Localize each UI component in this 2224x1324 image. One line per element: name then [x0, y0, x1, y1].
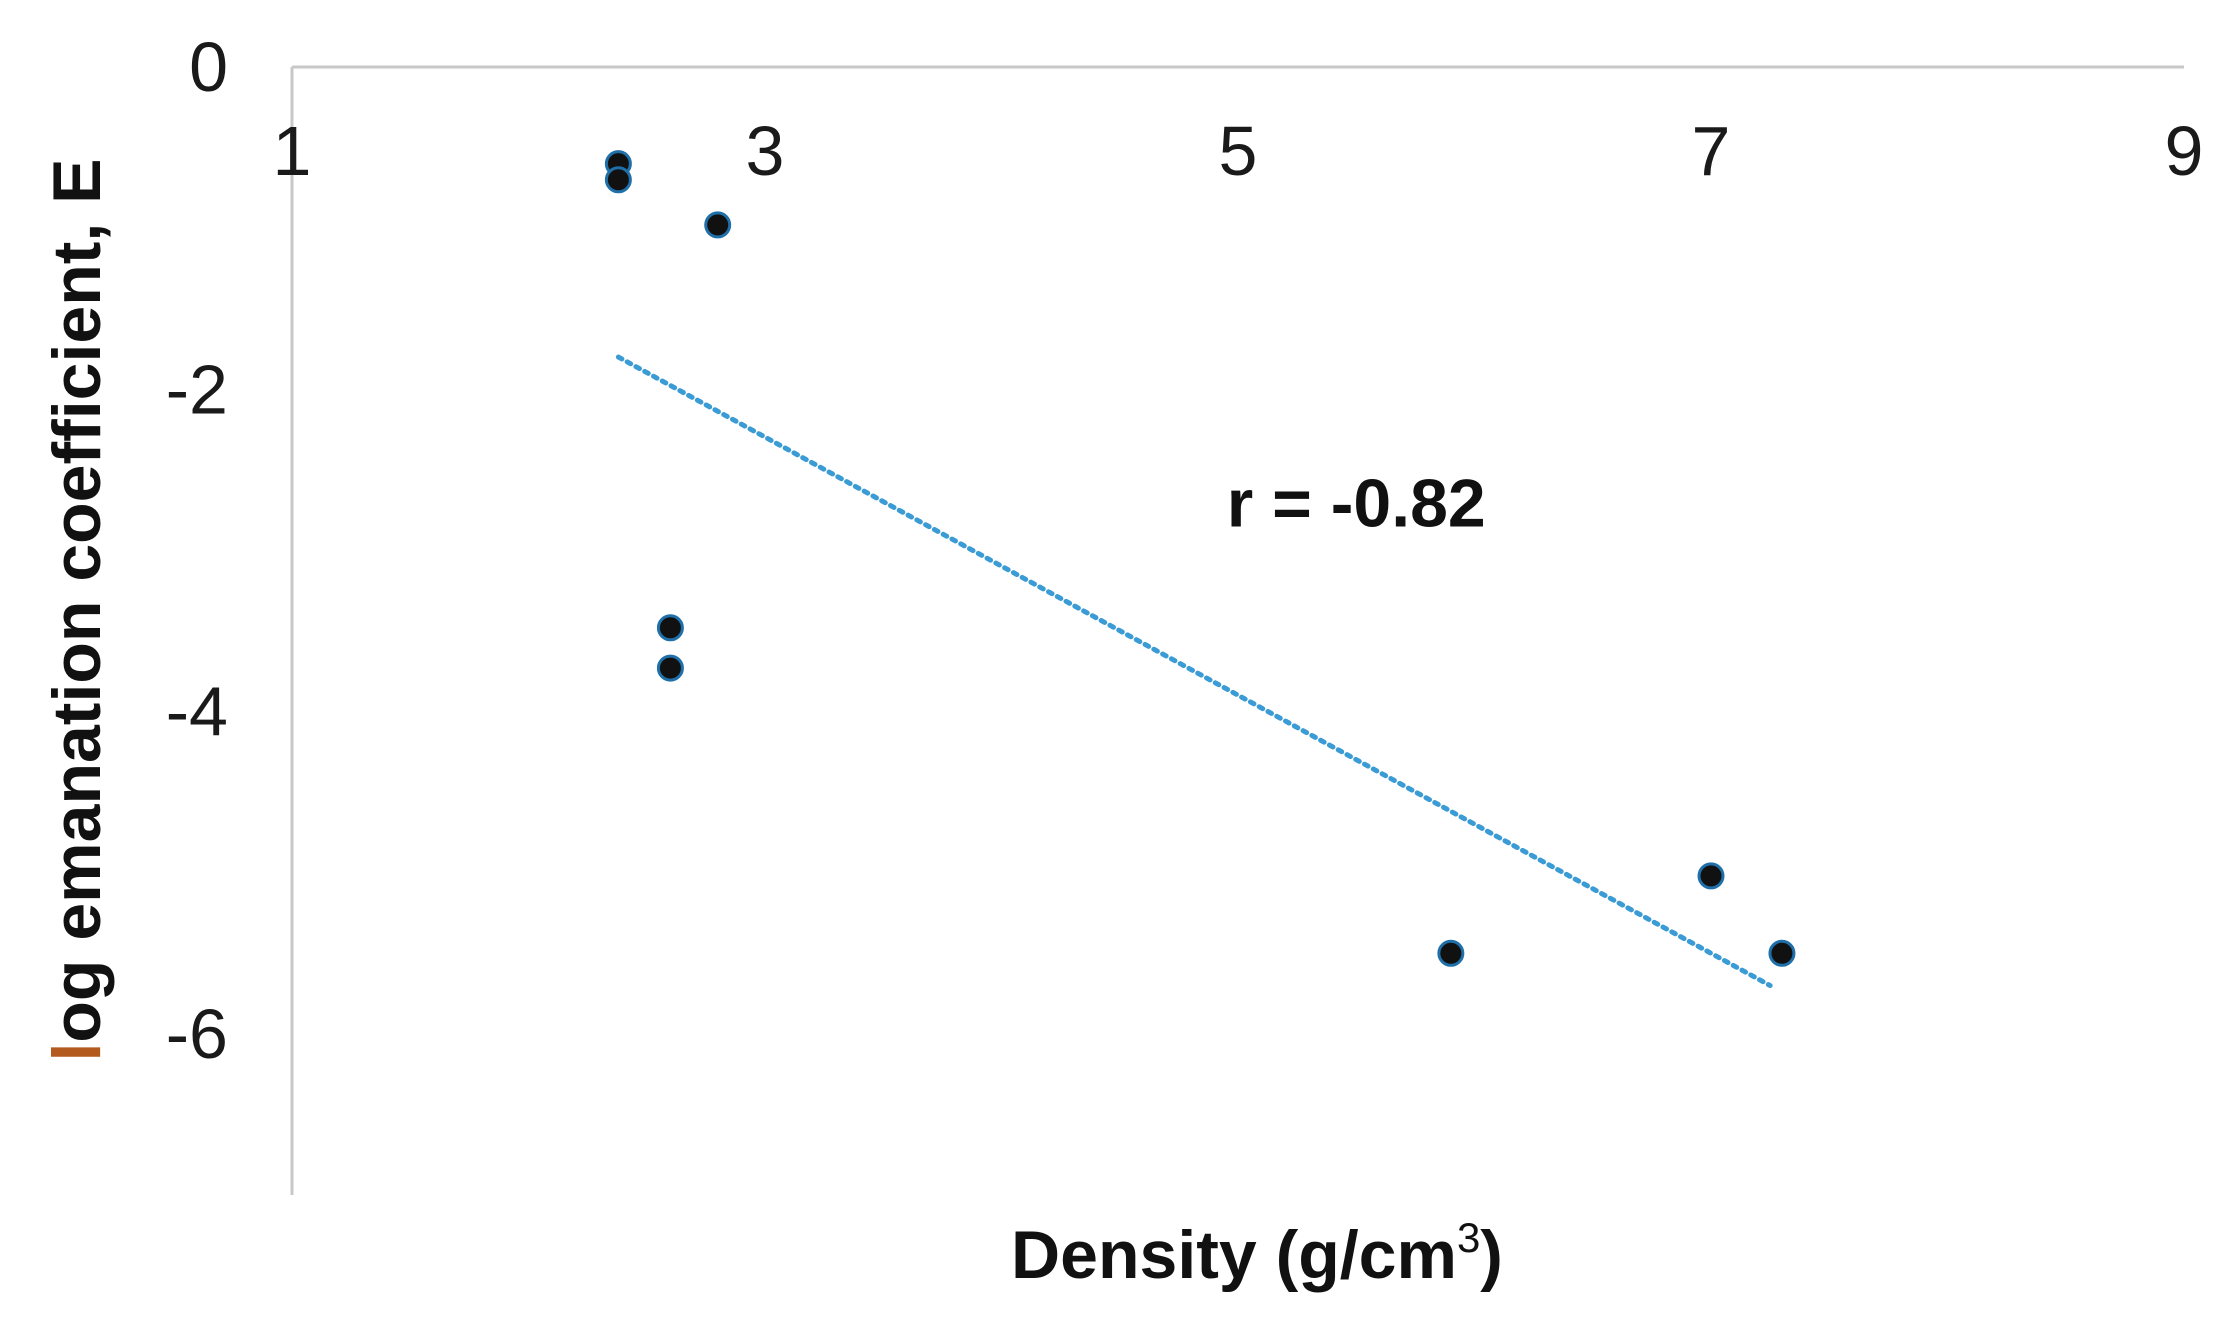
data-point-6 [1437, 939, 1465, 967]
x-axis-title: Density (g/cm3) [1011, 1214, 1503, 1293]
y-axis-title: log emanation coefficient, E [39, 158, 115, 1061]
axis-titles: Density (g/cm3) log emanation coefficien… [39, 158, 1503, 1293]
y-tick-labels: 0 -2 -4 -6 [166, 28, 228, 1073]
y-tick-label-neg6: -6 [166, 995, 228, 1073]
y-tick-label-0: 0 [189, 28, 228, 106]
correlation-annotation: r = -0.82 [1227, 465, 1486, 541]
annotation-group: r = -0.82 [1227, 465, 1486, 541]
data-point-4 [656, 614, 684, 642]
y-axis-title-rest: og emanation coefficient, E [39, 158, 115, 1042]
x-tick-label-9: 9 [2165, 112, 2204, 190]
x-tick-label-5: 5 [1219, 112, 1258, 190]
x-tick-label-7: 7 [1692, 112, 1731, 190]
x-axis-title-superscript: 3 [1457, 1214, 1480, 1261]
data-point-5 [656, 654, 684, 682]
y-tick-label-neg4: -4 [166, 673, 228, 751]
data-point-2 [604, 166, 632, 194]
x-tick-label-1: 1 [273, 112, 312, 190]
y-axis-title-first-letter: l [39, 1043, 115, 1062]
x-axis-title-end: ) [1480, 1217, 1503, 1293]
x-axis-title-main: Density (g/cm [1011, 1217, 1457, 1293]
data-points [604, 150, 1796, 967]
y-tick-label-neg2: -2 [166, 350, 228, 428]
x-tick-labels: 1 3 5 7 9 [273, 112, 2204, 190]
data-point-3 [704, 211, 732, 239]
trendline-group [615, 354, 1773, 989]
data-point-7 [1697, 862, 1725, 890]
axes [290, 65, 2184, 1195]
x-tick-label-3: 3 [746, 112, 785, 190]
data-point-8 [1768, 939, 1796, 967]
trendline [615, 354, 1773, 989]
